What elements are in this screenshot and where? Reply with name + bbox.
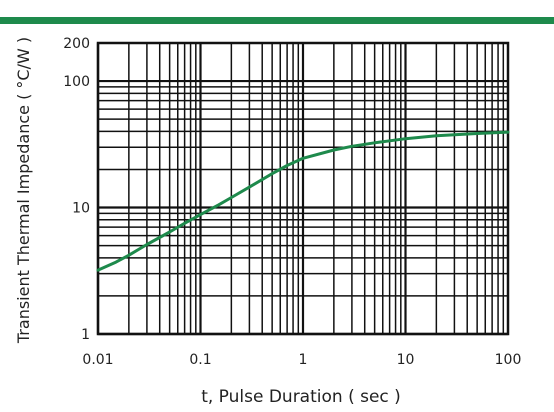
x-tick-label: 10 <box>397 352 415 368</box>
x-tick-labels: 0.01 0.1 1 10 100 <box>82 352 521 368</box>
grid-layer <box>96 42 508 336</box>
y-tick-label: 10 <box>72 201 90 217</box>
y-tick-label: 100 <box>63 74 90 90</box>
y-axis-label: Transient Thermal Impedance ( °C/W ) <box>14 37 33 344</box>
series-layer <box>96 130 510 272</box>
y-tick-labels: 1 10 100 200 <box>63 36 90 343</box>
x-tick-label: 0.01 <box>82 352 113 368</box>
x-tick-label: 1 <box>299 352 308 368</box>
series-line-0 <box>96 130 510 272</box>
y-tick-label: 1 <box>81 327 90 343</box>
x-tick-label: 0.1 <box>189 352 211 368</box>
y-tick-label: 200 <box>63 36 90 52</box>
top-header-bar <box>0 17 554 24</box>
x-axis-label: t, Pulse Duration ( sec ) <box>201 387 401 407</box>
x-tick-label: 100 <box>495 352 522 368</box>
plot-frame <box>96 41 510 336</box>
